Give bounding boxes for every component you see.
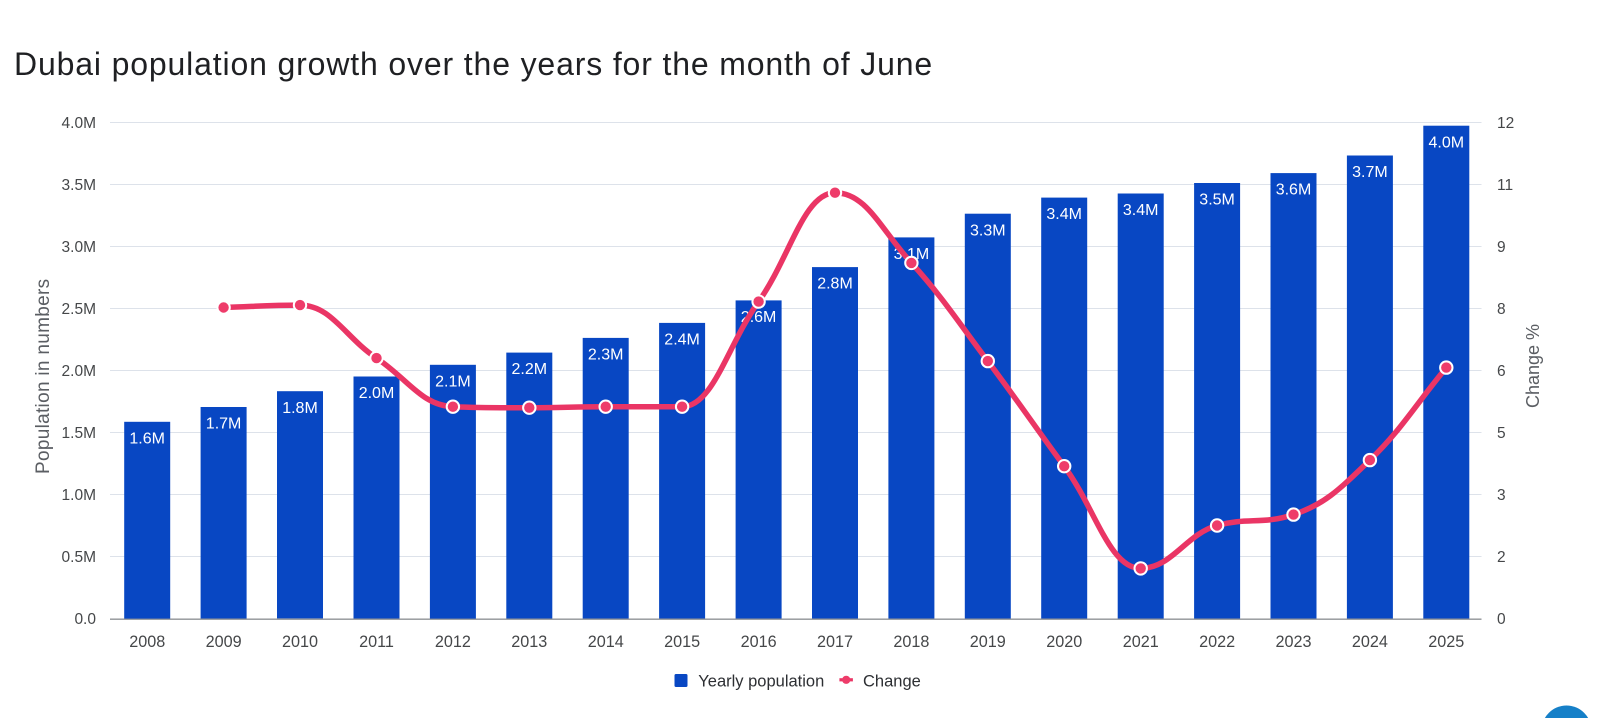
svg-text:2020: 2020	[1046, 633, 1082, 651]
svg-text:2017: 2017	[817, 633, 853, 651]
svg-text:2014: 2014	[588, 633, 624, 651]
svg-text:4.0M: 4.0M	[1429, 134, 1465, 151]
svg-text:11: 11	[1497, 177, 1513, 194]
svg-text:2.8M: 2.8M	[817, 276, 853, 293]
svg-text:2.2M: 2.2M	[512, 361, 548, 378]
svg-text:2.5M: 2.5M	[62, 301, 96, 318]
svg-text:9: 9	[1497, 239, 1506, 256]
svg-text:3.5M: 3.5M	[62, 177, 96, 194]
svg-text:2.0M: 2.0M	[359, 385, 395, 402]
svg-text:3.3M: 3.3M	[970, 222, 1006, 239]
svg-text:2010: 2010	[282, 633, 318, 651]
svg-text:2019: 2019	[970, 633, 1006, 651]
svg-text:1.0M: 1.0M	[62, 487, 96, 504]
svg-text:2021: 2021	[1123, 633, 1159, 651]
svg-text:Population in numbers: Population in numbers	[33, 279, 54, 474]
svg-text:3.5M: 3.5M	[1199, 192, 1235, 209]
svg-text:3: 3	[1497, 487, 1506, 504]
svg-text:3.4M: 3.4M	[1046, 206, 1082, 223]
svg-text:4.0M: 4.0M	[62, 115, 96, 132]
svg-text:2022: 2022	[1199, 633, 1235, 651]
svg-text:2.1M: 2.1M	[435, 373, 471, 390]
svg-text:2011: 2011	[359, 633, 394, 651]
svg-text:2008: 2008	[129, 633, 165, 651]
svg-text:0.0: 0.0	[74, 611, 96, 628]
svg-text:2012: 2012	[435, 633, 471, 651]
svg-text:2013: 2013	[511, 633, 547, 651]
svg-text:1.5M: 1.5M	[62, 425, 96, 442]
svg-text:2.0M: 2.0M	[62, 363, 96, 380]
svg-text:2018: 2018	[893, 633, 929, 651]
svg-text:8: 8	[1497, 301, 1506, 318]
svg-text:3.0M: 3.0M	[62, 239, 96, 256]
svg-text:0.5M: 0.5M	[62, 549, 96, 566]
svg-text:0: 0	[1497, 611, 1506, 628]
svg-text:2015: 2015	[664, 633, 700, 651]
svg-text:2.3M: 2.3M	[588, 347, 624, 364]
svg-text:1.7M: 1.7M	[206, 416, 242, 433]
svg-text:1.8M: 1.8M	[282, 400, 318, 417]
svg-text:Change: Change	[863, 673, 921, 691]
svg-text:5: 5	[1497, 425, 1506, 442]
svg-text:12: 12	[1497, 115, 1514, 132]
svg-text:2016: 2016	[741, 633, 777, 651]
svg-text:3.7M: 3.7M	[1352, 164, 1388, 181]
svg-text:Dubai population growth over t: Dubai population growth over the years f…	[14, 46, 933, 82]
svg-text:2: 2	[1497, 549, 1506, 566]
svg-text:2025: 2025	[1428, 633, 1464, 651]
svg-text:2.4M: 2.4M	[664, 332, 700, 349]
svg-text:6: 6	[1497, 363, 1506, 380]
svg-text:3.4M: 3.4M	[1123, 202, 1159, 219]
svg-text:Yearly population: Yearly population	[698, 673, 824, 691]
svg-text:3.6M: 3.6M	[1276, 182, 1312, 199]
svg-text:2023: 2023	[1275, 633, 1311, 651]
svg-text:Change %: Change %	[1523, 324, 1543, 408]
svg-text:2009: 2009	[206, 633, 242, 651]
svg-text:1.6M: 1.6M	[129, 430, 165, 447]
svg-text:2024: 2024	[1352, 633, 1388, 651]
